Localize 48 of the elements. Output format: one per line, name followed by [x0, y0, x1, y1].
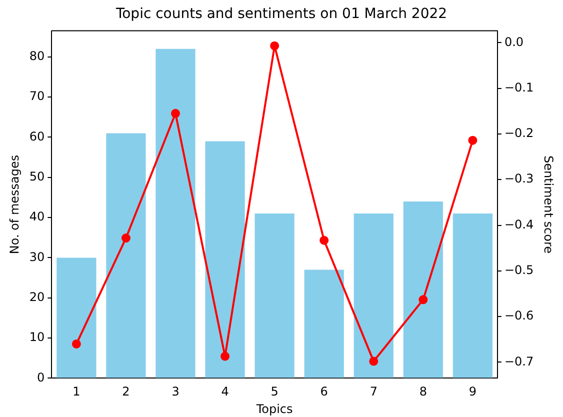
- point: [220, 352, 230, 361]
- y2-tick-label: 0.0: [504, 34, 524, 49]
- x-tick-label: 1: [72, 384, 80, 399]
- bar: [304, 270, 344, 378]
- x-tick-label: 9: [468, 384, 477, 399]
- y-tick-label: 20: [29, 290, 45, 304]
- y2-tick-label: −0.7: [504, 354, 534, 368]
- point: [270, 41, 280, 50]
- bar: [205, 141, 245, 378]
- y2-tick-label: −0.5: [504, 263, 534, 278]
- point: [418, 295, 428, 304]
- y-tick-label: 0: [37, 370, 45, 384]
- x-tick-label: 4: [221, 384, 229, 399]
- y2-tick-label: −0.4: [504, 217, 534, 232]
- y-tick-label: 10: [29, 330, 45, 344]
- point: [320, 236, 329, 245]
- y2-tick-label: −0.3: [504, 172, 534, 186]
- y-tick-label: 80: [29, 49, 45, 64]
- point: [72, 339, 81, 348]
- y-tick-label: 70: [29, 89, 45, 104]
- y2-tick-label: −0.1: [504, 80, 534, 94]
- point: [369, 356, 378, 366]
- point: [121, 234, 130, 243]
- x-tick-label: 5: [270, 384, 278, 399]
- bar: [56, 258, 96, 378]
- y-axis-title: No. of messages: [7, 154, 22, 254]
- y2-tick-label: −0.2: [504, 126, 534, 140]
- y-tick-label: 60: [29, 129, 45, 144]
- y2-tick-label: −0.6: [504, 308, 534, 323]
- bar: [156, 48, 196, 378]
- x-tick-label: 3: [172, 384, 180, 399]
- y-tick-label: 50: [29, 170, 45, 184]
- y2-axis-title: Sentiment score: [542, 155, 556, 254]
- bar: [106, 133, 146, 378]
- x-tick-label: 6: [320, 384, 328, 399]
- x-tick-label: 7: [370, 384, 378, 399]
- bar: [354, 214, 394, 378]
- point: [468, 136, 478, 145]
- bar: [254, 214, 294, 378]
- point: [171, 108, 180, 118]
- bar: [452, 214, 493, 378]
- y-tick-label: 40: [29, 210, 45, 224]
- bar: [403, 201, 443, 378]
- x-axis-title: Topics: [255, 402, 293, 416]
- x-tick-label: 8: [419, 384, 427, 399]
- chart-title: Topic counts and sentiments on 01 March 2022: [114, 6, 448, 22]
- y-tick-label: 30: [29, 250, 45, 264]
- x-tick-label: 2: [122, 384, 130, 399]
